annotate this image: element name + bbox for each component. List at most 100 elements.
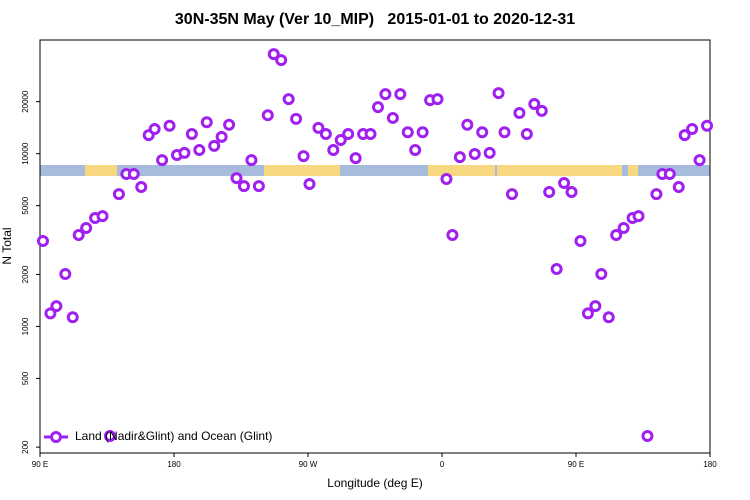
point xyxy=(595,268,608,281)
x-tick-label: 90 E xyxy=(568,460,584,469)
legend-label: Land (Nadir&Glint) and Ocean (Glint) xyxy=(75,429,272,443)
point xyxy=(672,181,685,194)
point xyxy=(178,146,191,159)
point xyxy=(701,119,714,132)
point xyxy=(261,109,274,122)
point xyxy=(483,146,496,159)
point xyxy=(401,126,414,139)
point xyxy=(476,126,489,139)
point xyxy=(650,188,663,201)
y-tick-label: 2000 xyxy=(21,265,30,283)
y-tick-label: 5000 xyxy=(21,196,30,214)
point xyxy=(303,178,316,191)
point xyxy=(394,88,407,101)
point xyxy=(72,229,85,242)
point xyxy=(468,148,481,161)
point xyxy=(617,222,630,235)
point xyxy=(641,430,654,443)
point xyxy=(431,93,444,106)
point xyxy=(440,173,453,186)
point xyxy=(185,127,198,140)
y-tick-label: 20000 xyxy=(21,90,30,113)
x-tick-label: 90 E xyxy=(32,460,48,469)
y-tick-label: 200 xyxy=(21,440,30,454)
point xyxy=(386,111,399,124)
point xyxy=(663,168,676,181)
point xyxy=(148,122,161,135)
y-axis-label: N Total xyxy=(0,227,14,264)
point xyxy=(686,122,699,135)
point xyxy=(589,300,602,313)
legend-marker xyxy=(50,431,62,443)
point xyxy=(135,181,148,194)
point xyxy=(245,154,258,167)
point xyxy=(96,210,109,223)
point xyxy=(252,180,265,193)
plot-frame xyxy=(39,39,711,454)
x-tick-label: 180 xyxy=(703,460,717,469)
x-tick-label: 90 W xyxy=(299,460,318,469)
point xyxy=(50,300,63,313)
point xyxy=(237,180,250,193)
point xyxy=(327,144,340,157)
point xyxy=(461,118,474,131)
point xyxy=(59,268,72,281)
point xyxy=(693,154,706,167)
point xyxy=(282,93,295,106)
land-ocean-strip xyxy=(40,165,710,176)
point xyxy=(446,229,459,242)
point xyxy=(342,127,355,140)
point xyxy=(581,307,594,320)
point xyxy=(297,150,310,163)
point xyxy=(312,121,325,134)
point xyxy=(632,210,645,223)
point xyxy=(602,311,615,324)
point xyxy=(36,235,49,248)
point xyxy=(156,154,169,167)
point xyxy=(492,87,505,100)
point xyxy=(498,126,511,139)
point xyxy=(230,172,243,185)
point xyxy=(349,152,362,165)
point xyxy=(319,127,332,140)
y-tick-label: 10000 xyxy=(21,142,30,165)
point xyxy=(371,101,384,114)
point xyxy=(528,97,541,110)
point xyxy=(44,307,57,320)
point xyxy=(364,127,377,140)
x-axis-label: Longitude (deg E) xyxy=(327,476,422,490)
point xyxy=(520,127,533,140)
point xyxy=(513,106,526,119)
point xyxy=(290,112,303,125)
point xyxy=(678,129,691,142)
x-tick-label: 180 xyxy=(167,460,181,469)
point xyxy=(200,116,213,129)
point xyxy=(267,48,280,61)
point xyxy=(66,311,79,324)
point xyxy=(610,229,623,242)
chart-title: 30N-35N May (Ver 10_MIP) 2015-01-01 to 2… xyxy=(175,11,575,28)
point xyxy=(80,222,93,235)
point xyxy=(565,185,578,198)
point xyxy=(334,133,347,146)
point xyxy=(550,262,563,275)
x-tick-label: 0 xyxy=(440,460,445,469)
y-tick-label: 500 xyxy=(21,371,30,385)
point xyxy=(574,235,587,248)
point xyxy=(163,119,176,132)
point xyxy=(505,188,518,201)
y-tick-label: 1000 xyxy=(21,317,30,335)
point xyxy=(379,88,392,101)
point xyxy=(275,54,288,67)
point xyxy=(535,104,548,117)
point xyxy=(103,430,116,443)
point xyxy=(215,130,228,143)
point xyxy=(453,151,466,164)
point xyxy=(208,139,221,152)
point xyxy=(127,168,140,181)
point xyxy=(409,144,422,157)
point xyxy=(112,188,125,201)
point xyxy=(223,118,236,131)
